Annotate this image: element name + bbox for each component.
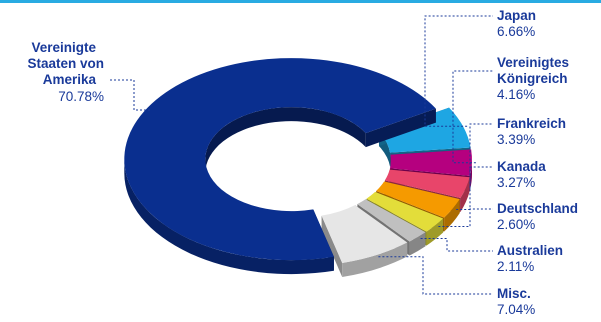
- slice-outer-wall: [426, 218, 444, 246]
- leader-line: [110, 79, 150, 111]
- slice-value-label: 7.04%: [497, 302, 535, 317]
- slice-top: [389, 149, 473, 176]
- slice-name-label: Vereinigte: [31, 40, 96, 55]
- slice-inner-wall: [205, 107, 366, 174]
- leader-line: [452, 70, 493, 164]
- slice-name-label: Vereinigtes: [497, 55, 569, 70]
- donut-slice-vereinigte-staaten-von-amerika: [124, 58, 436, 275]
- label-misc-: Misc.7.04%: [378, 256, 535, 317]
- slice-end-cap: [321, 215, 343, 277]
- slice-value-label: 4.16%: [497, 87, 535, 102]
- slice-top: [384, 169, 470, 198]
- slice-name-label: Japan: [497, 8, 536, 23]
- slice-outer-wall: [444, 199, 460, 232]
- slice-name-label: Kanada: [497, 159, 546, 174]
- slice-name-label: Staaten von: [27, 56, 104, 71]
- leader-line: [438, 208, 493, 227]
- slice-name-label: Königreich: [497, 71, 568, 86]
- slice-name-label: Amerika: [43, 72, 97, 87]
- slice-outer-wall: [460, 177, 470, 212]
- slice-outer-wall: [124, 159, 334, 275]
- slice-value-label: 2.60%: [497, 217, 535, 232]
- slice-end-cap: [365, 108, 436, 148]
- leader-line: [378, 256, 493, 295]
- slice-value-label: 2.11%: [497, 259, 534, 274]
- leader-line: [424, 15, 493, 127]
- slice-top: [321, 205, 408, 263]
- leader-line: [420, 238, 493, 252]
- slice-name-label: Deutschland: [497, 201, 578, 216]
- slice-name-label: Misc.: [497, 286, 531, 301]
- slice-value-label: 6.66%: [497, 24, 535, 39]
- slice-top: [378, 107, 471, 153]
- slice-value-label: 3.39%: [497, 132, 535, 147]
- slice-name-label: Frankreich: [497, 116, 566, 131]
- slice-outer-wall: [342, 242, 408, 277]
- slice-top: [376, 181, 460, 218]
- donut-labels: Japan6.66%VereinigtesKönigreich4.16%Fran…: [27, 8, 578, 317]
- top-accent-rule: [0, 0, 601, 3]
- slice-name-label: Australien: [497, 243, 563, 258]
- slice-top: [124, 58, 436, 261]
- donut-slice-misc-: [321, 205, 408, 277]
- donut-slices: [124, 58, 473, 277]
- slice-top: [357, 199, 426, 242]
- slice-top: [366, 191, 444, 232]
- slice-value-label: 70.78%: [58, 89, 104, 104]
- slice-value-label: 3.27%: [497, 175, 535, 190]
- leader-line: [469, 123, 493, 189]
